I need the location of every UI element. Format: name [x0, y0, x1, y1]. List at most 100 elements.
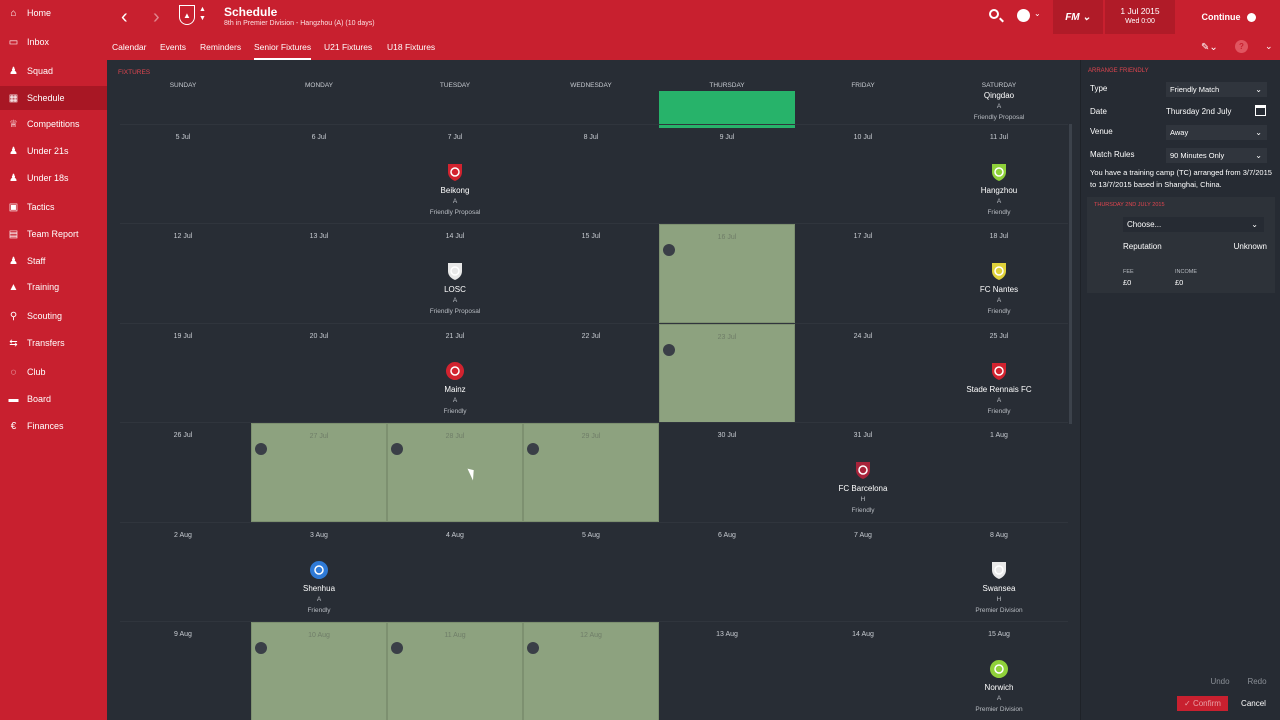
calendar-day-cell[interactable]: 8 Jul — [523, 125, 659, 224]
calendar-day-cell[interactable]: 6 Aug — [659, 523, 795, 622]
calendar-day-cell[interactable]: 3 Aug — [251, 523, 387, 622]
calendar-scrollbar[interactable] — [1069, 124, 1072, 424]
tab-u18-fixtures[interactable]: U18 Fixtures — [387, 42, 436, 52]
calendar-day-cell[interactable]: 31 Jul — [795, 423, 931, 522]
sidebar-item-squad[interactable]: ♟ Squad — [0, 59, 107, 83]
calendar-day-cell[interactable]: 15 Aug — [931, 622, 1067, 720]
sidebar-item-training[interactable]: ▲ Training — [0, 275, 107, 299]
calendar-day-cell[interactable]: 11 Aug — [387, 622, 523, 720]
sidebar-item-board[interactable]: ▬ Board — [0, 387, 107, 411]
calendar-day-cell[interactable]: 16 Jul — [659, 224, 795, 324]
calendar-day-cell[interactable]: 8 Aug — [931, 523, 1067, 622]
calendar-day-cell[interactable] — [659, 91, 795, 128]
fixture-entry[interactable]: Beikong A Friendly Proposal — [387, 162, 523, 219]
cancel-button[interactable]: Cancel — [1241, 699, 1266, 708]
calendar-day-cell[interactable]: 2 Aug — [115, 523, 251, 622]
calendar-day-cell[interactable] — [387, 91, 523, 128]
sidebar-item-finances[interactable]: € Finances — [0, 414, 107, 438]
calendar-day-cell[interactable]: 22 Jul — [523, 324, 659, 423]
continue-button[interactable]: Continue — [1177, 0, 1280, 34]
fixture-entry[interactable]: Shenhua A Friendly — [251, 560, 387, 617]
calendar-day-cell[interactable]: 30 Jul — [659, 423, 795, 522]
fm-menu-button[interactable]: FM ⌄ — [1053, 0, 1103, 34]
tab-calendar[interactable]: Calendar — [112, 42, 147, 52]
fixture-entry[interactable]: FC Barcelona H Friendly — [795, 460, 931, 517]
sidebar-item-transfers[interactable]: ⇆ Transfers — [0, 331, 107, 355]
fixture-entry[interactable]: FC Nantes A Friendly — [931, 261, 1067, 318]
calendar-day-cell[interactable]: 9 Aug — [115, 622, 251, 720]
calendar-day-cell[interactable]: 23 Jul — [659, 323, 795, 423]
calendar-day-cell[interactable]: 20 Jul — [251, 324, 387, 423]
sidebar-item-tactics[interactable]: ▣ Tactics — [0, 195, 107, 219]
redo-button[interactable]: Redo — [1247, 677, 1267, 686]
help-icon[interactable]: ? — [1235, 40, 1248, 53]
current-date-button[interactable]: 1 Jul 2015 Wed 0:00 — [1105, 0, 1175, 34]
calendar-day-cell[interactable] — [523, 91, 659, 128]
crest-switch-icon[interactable]: ▲ ▼ — [199, 6, 206, 22]
forward-arrow-icon[interactable]: › — [153, 6, 160, 28]
calendar-day-cell[interactable] — [251, 91, 387, 128]
sidebar-item-competitions[interactable]: ♕ Competitions — [0, 112, 107, 136]
sidebar-item-scouting[interactable]: ⚲ Scouting — [0, 304, 107, 328]
calendar-day-cell[interactable]: 13 Jul — [251, 224, 387, 323]
calendar-day-cell[interactable]: 4 Aug — [387, 523, 523, 622]
sidebar-item-team-report[interactable]: ▤ Team Report — [0, 222, 107, 246]
calendar-day-cell[interactable]: 15 Jul — [523, 224, 659, 323]
calendar-day-cell[interactable]: 13 Aug — [659, 622, 795, 720]
calendar-day-cell[interactable]: 26 Jul — [115, 423, 251, 522]
globe-icon[interactable] — [1017, 9, 1030, 22]
sidebar-item-home[interactable]: ⌂ Home — [0, 1, 107, 25]
calendar-day-cell[interactable]: 24 Jul — [795, 324, 931, 423]
tab-senior-fixtures[interactable]: Senior Fixtures — [254, 42, 312, 60]
calendar-day-cell[interactable]: 14 Aug — [795, 622, 931, 720]
calendar-day-cell[interactable]: 17 Jul — [795, 224, 931, 323]
tab-events[interactable]: Events — [160, 42, 186, 52]
fixture-entry[interactable]: Norwich A Premier Division — [931, 659, 1067, 716]
sidebar-item-under-18s[interactable]: ♟ Under 18s — [0, 166, 107, 190]
calendar-day-cell[interactable]: 14 Jul — [387, 224, 523, 323]
calendar-day-cell[interactable]: 29 Jul — [523, 423, 659, 523]
sidebar-item-schedule[interactable]: ▦ Schedule — [0, 86, 107, 110]
calendar-day-cell[interactable]: 10 Jul — [795, 125, 931, 224]
undo-button[interactable]: Undo — [1210, 677, 1230, 686]
calendar-day-cell[interactable] — [795, 91, 931, 128]
pencil-icon[interactable]: ✎⌄ — [1201, 42, 1218, 53]
fixture-entry[interactable]: Mainz A Friendly — [387, 361, 523, 418]
calendar-day-cell[interactable]: 10 Aug — [251, 622, 387, 720]
fixture-entry[interactable]: LOSC A Friendly Proposal — [387, 261, 523, 318]
search-icon[interactable] — [989, 9, 999, 19]
sidebar-item-under-21s[interactable]: ♟ Under 21s — [0, 139, 107, 163]
calendar-day-cell[interactable]: 5 Aug — [523, 523, 659, 622]
sidebar-item-inbox[interactable]: ▭ Inbox — [0, 30, 107, 54]
calendar-day-cell[interactable]: 11 Jul — [931, 125, 1067, 224]
fixture-entry[interactable]: Stade Rennais FC A Friendly — [931, 361, 1067, 418]
calendar-day-cell[interactable] — [115, 91, 251, 128]
back-arrow-icon[interactable]: ‹ — [121, 6, 128, 28]
calendar-day-cell[interactable]: 28 Jul — [387, 423, 523, 523]
fixture-entry[interactable]: Swansea H Premier Division — [931, 560, 1067, 617]
calendar-day-cell[interactable]: 1 Aug — [931, 423, 1067, 522]
tab-reminders[interactable]: Reminders — [200, 42, 242, 52]
type-select[interactable]: Friendly Match ⌄ — [1166, 82, 1267, 97]
calendar-day-cell[interactable]: 19 Jul — [115, 324, 251, 423]
club-crest-icon[interactable]: ▲ — [179, 5, 195, 25]
chevron-down-icon[interactable]: ⌄ — [1034, 9, 1041, 18]
calendar-day-cell[interactable]: 12 Jul — [115, 224, 251, 323]
calendar-day-cell[interactable]: 21 Jul — [387, 324, 523, 423]
calendar-day-cell[interactable]: 9 Jul — [659, 125, 795, 224]
fixture-entry[interactable]: Hangzhou A Friendly — [931, 162, 1067, 219]
calendar-day-cell[interactable]: 7 Jul — [387, 125, 523, 224]
calendar-day-cell[interactable]: 5 Jul — [115, 125, 251, 224]
chevron-down-icon[interactable]: ⌄ — [1265, 41, 1273, 51]
calendar-day-cell[interactable]: 27 Jul — [251, 423, 387, 523]
calendar-day-cell[interactable]: 12 Aug — [523, 622, 659, 720]
calendar-day-cell[interactable]: 18 Jul — [931, 224, 1067, 323]
calendar-day-cell[interactable]: 7 Aug — [795, 523, 931, 622]
calendar-day-cell[interactable]: 25 Jul — [931, 324, 1067, 423]
sidebar-item-club[interactable]: ◌ Club — [0, 360, 107, 384]
fixture-entry[interactable]: Qingdao A Friendly Proposal — [931, 90, 1067, 124]
venue-select[interactable]: Away ⌄ — [1166, 125, 1267, 140]
sidebar-item-staff[interactable]: ♟ Staff — [0, 249, 107, 273]
tab-u21-fixtures[interactable]: U21 Fixtures — [324, 42, 373, 52]
confirm-button[interactable]: ✓ Confirm — [1177, 696, 1228, 711]
